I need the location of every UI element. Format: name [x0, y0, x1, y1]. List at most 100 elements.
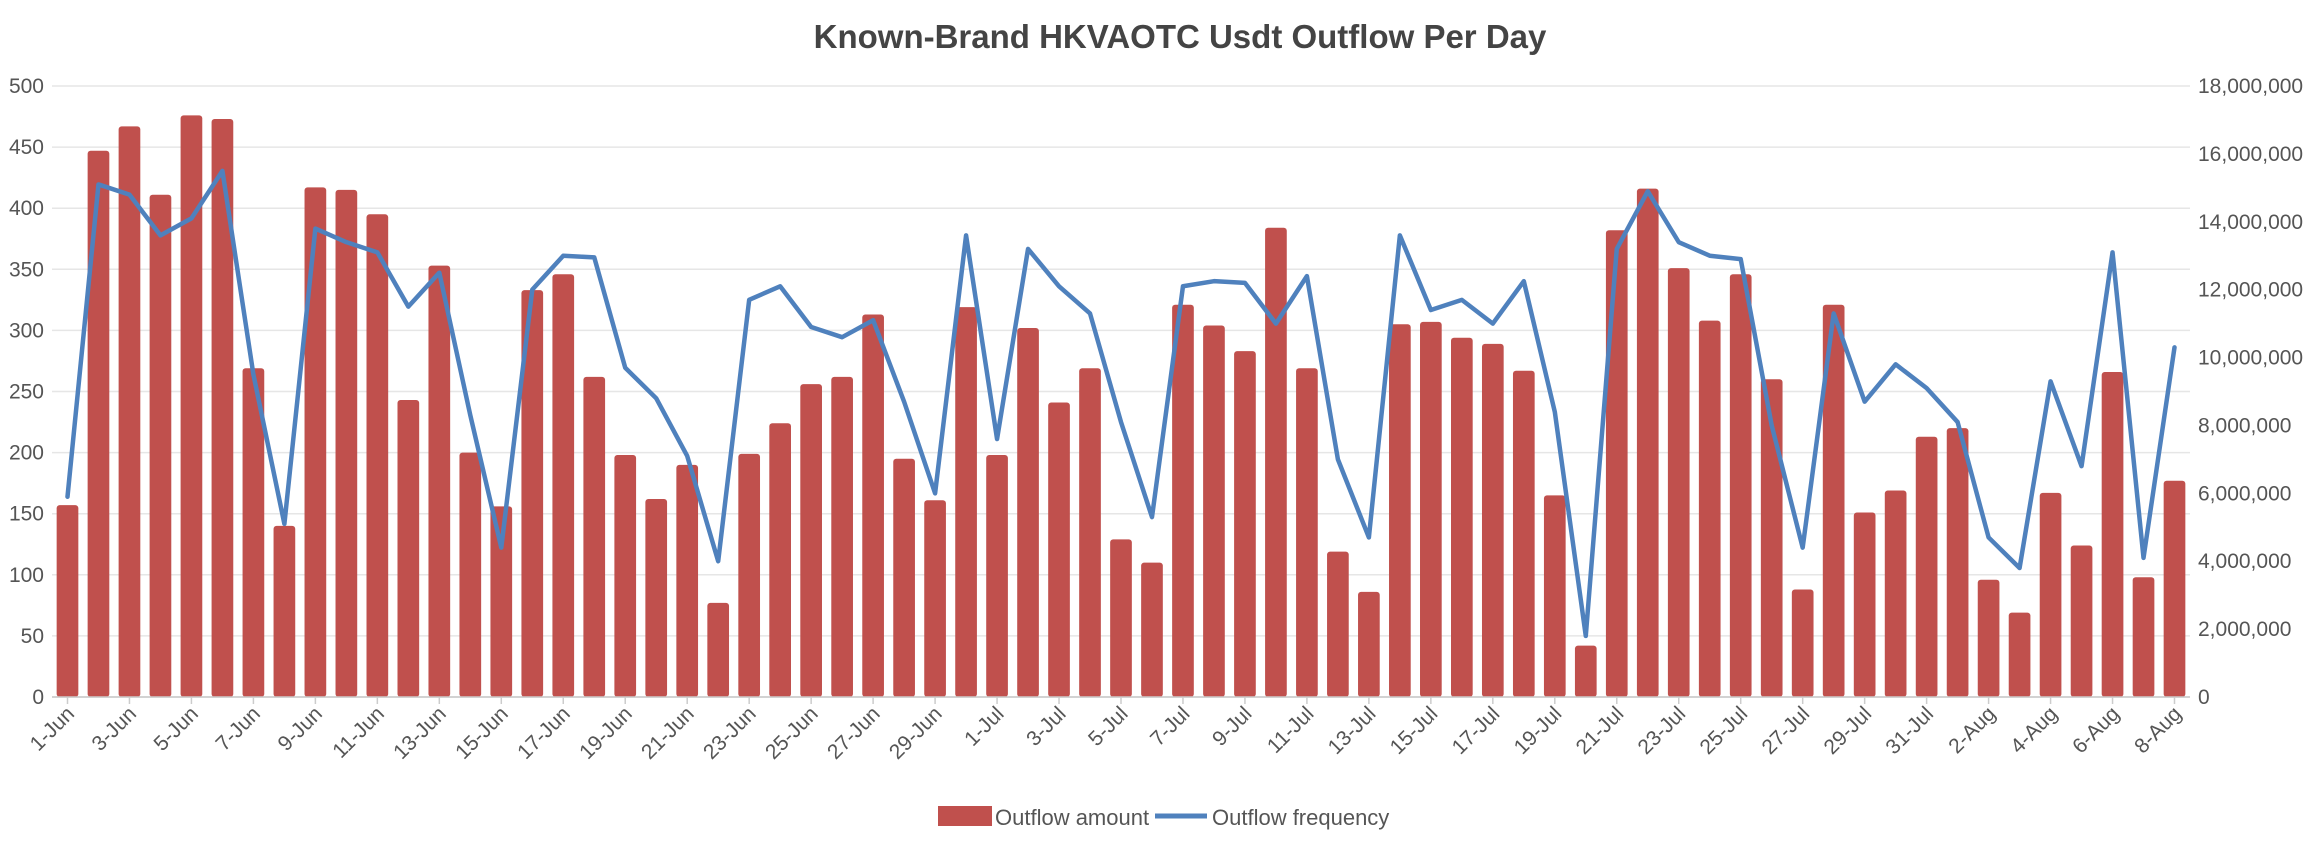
bar-outflow-amount	[397, 400, 420, 697]
x-axis-tick-label: 25-Jul	[1696, 702, 1753, 759]
bar-outflow-amount	[1265, 227, 1287, 697]
bar-outflow-amount	[645, 499, 668, 697]
bar-outflow-amount	[2039, 492, 2062, 697]
bar-outflow-amount	[1141, 562, 1163, 697]
bar-outflow-amount	[87, 150, 110, 697]
legend-label-outflow-amount: Outflow amount	[995, 805, 1149, 830]
left-axis-tick-label: 250	[9, 381, 44, 404]
right-axis-tick-label: 0	[2198, 686, 2210, 709]
bar-outflow-amount	[2070, 545, 2093, 697]
x-axis-tick-label: 19-Jul	[1510, 702, 1567, 759]
bar-outflow-amount	[180, 115, 203, 697]
bar-outflow-amount	[459, 452, 482, 697]
bar-outflow-amount	[738, 453, 761, 697]
line-series	[65, 168, 2177, 639]
bar-outflow-amount	[986, 455, 1008, 697]
bar-outflow-amount	[1760, 379, 1783, 697]
x-axis-tick-label: 9-Jul	[1208, 702, 1256, 750]
x-axis-tick-label: 5-Jul	[1084, 702, 1132, 750]
right-axis-tick-label: 8,000,000	[2198, 414, 2291, 437]
right-axis-tick-label: 12,000,000	[2198, 279, 2303, 302]
bar-outflow-amount	[1110, 539, 1132, 697]
chart-title: Known-Brand HKVAOTC Usdt Outflow Per Day	[814, 18, 1547, 55]
line-outflow-frequency	[65, 168, 2177, 639]
bar-outflow-amount	[1915, 436, 1938, 697]
bar-outflow-amount	[1451, 337, 1473, 697]
x-axis-tick-label: 3-Jul	[1022, 702, 1070, 750]
left-axis: 0 50 100 150 200 250 300 350 400 450 500	[9, 75, 44, 709]
bar-outflow-amount	[676, 464, 699, 697]
x-axis-tick-label: 7-Jul	[1146, 702, 1194, 750]
left-axis-tick-label: 500	[9, 75, 44, 98]
bar-outflow-amount	[552, 274, 575, 697]
x-axis-tick-label: 17-Jul	[1448, 702, 1505, 759]
bar-outflow-amount	[2008, 612, 2031, 697]
legend: Outflow amount Outflow frequency	[938, 805, 1389, 830]
legend-swatch-outflow-amount	[938, 806, 992, 826]
bar-outflow-amount	[242, 368, 265, 697]
left-axis-tick-label: 150	[9, 503, 44, 526]
x-axis-tick-label: 13-Jul	[1324, 702, 1381, 759]
bar-outflow-amount	[1048, 402, 1070, 697]
x-axis-tick-label: 8-Aug	[2130, 702, 2186, 758]
bar-outflow-amount	[1481, 343, 1504, 697]
x-axis-tick-label: 7-Jun	[212, 702, 265, 755]
left-axis-tick-label: 450	[9, 136, 44, 159]
x-axis-tick-label: 19-Jun	[575, 702, 637, 764]
bar-outflow-amount	[1977, 579, 2000, 697]
x-axis-tick-label: 27-Jul	[1758, 702, 1815, 759]
bar-outflow-amount	[149, 194, 172, 697]
x-axis-tick-label: 6-Aug	[2068, 702, 2124, 758]
right-axis-tick-label: 18,000,000	[2198, 75, 2303, 98]
bar-outflow-amount	[2163, 480, 2186, 697]
x-axis-tick-label: 15-Jun	[451, 702, 513, 764]
bar-outflow-amount	[1079, 368, 1101, 697]
bar-outflow-amount	[1636, 188, 1659, 697]
bar-outflow-amount	[583, 376, 606, 697]
bar-outflow-amount	[304, 187, 327, 697]
x-axis-tick-label: 25-Jun	[761, 702, 823, 764]
bar-outflow-amount	[366, 214, 389, 697]
x-axis-tick-label: 29-Jun	[885, 702, 947, 764]
x-axis-tick-label: 23-Jul	[1634, 702, 1691, 759]
bar-outflow-amount	[335, 189, 358, 697]
bar-outflow-amount	[955, 307, 977, 697]
x-axis-tick-label: 27-Jun	[823, 702, 885, 764]
bar-outflow-amount	[707, 602, 730, 697]
x-axis-tick-label: 1-Jun	[26, 702, 79, 755]
bar-outflow-amount	[521, 290, 544, 697]
bar-outflow-amount	[769, 423, 791, 697]
bar-outflow-amount	[1203, 325, 1225, 697]
bar-outflow-amount	[1791, 589, 1814, 697]
bar-outflow-amount	[831, 376, 853, 697]
bar-outflow-amount	[893, 458, 915, 697]
bar-outflow-amount	[1172, 304, 1194, 697]
legend-label-outflow-frequency: Outflow frequency	[1212, 805, 1389, 830]
right-axis-tick-label: 10,000,000	[2198, 347, 2303, 370]
bar-outflow-amount	[1017, 327, 1039, 697]
x-axis-tick-label: 9-Jun	[274, 702, 327, 755]
bar-outflow-amount	[1605, 230, 1628, 697]
x-axis-tick-label: 5-Jun	[150, 702, 203, 755]
left-axis-tick-label: 0	[32, 686, 44, 709]
bar-outflow-amount	[1884, 490, 1907, 697]
bar-outflow-amount	[1574, 645, 1597, 697]
bar-outflow-amount	[490, 506, 513, 697]
bar-outflow-amount	[1729, 274, 1752, 697]
x-axis-tick-label: 31-Jul	[1881, 702, 1938, 759]
right-axis-tick-label: 14,000,000	[2198, 211, 2303, 234]
right-axis: 0 2,000,000 4,000,000 6,000,000 8,000,000 10,…	[2198, 75, 2303, 709]
x-axis-tick-label: 17-Jun	[513, 702, 575, 764]
bar-outflow-amount	[1512, 370, 1535, 697]
right-axis-tick-label: 2,000,000	[2198, 618, 2291, 641]
x-axis-tick-label: 21-Jul	[1572, 702, 1629, 759]
bar-outflow-amount	[862, 314, 884, 697]
left-axis-tick-label: 200	[9, 442, 44, 465]
bar-outflow-amount	[428, 265, 451, 697]
x-axis-tick-label: 23-Jun	[699, 702, 761, 764]
right-axis-tick-label: 4,000,000	[2198, 550, 2291, 573]
bar-outflow-amount	[614, 455, 637, 697]
bar-outflow-amount	[1667, 268, 1690, 697]
